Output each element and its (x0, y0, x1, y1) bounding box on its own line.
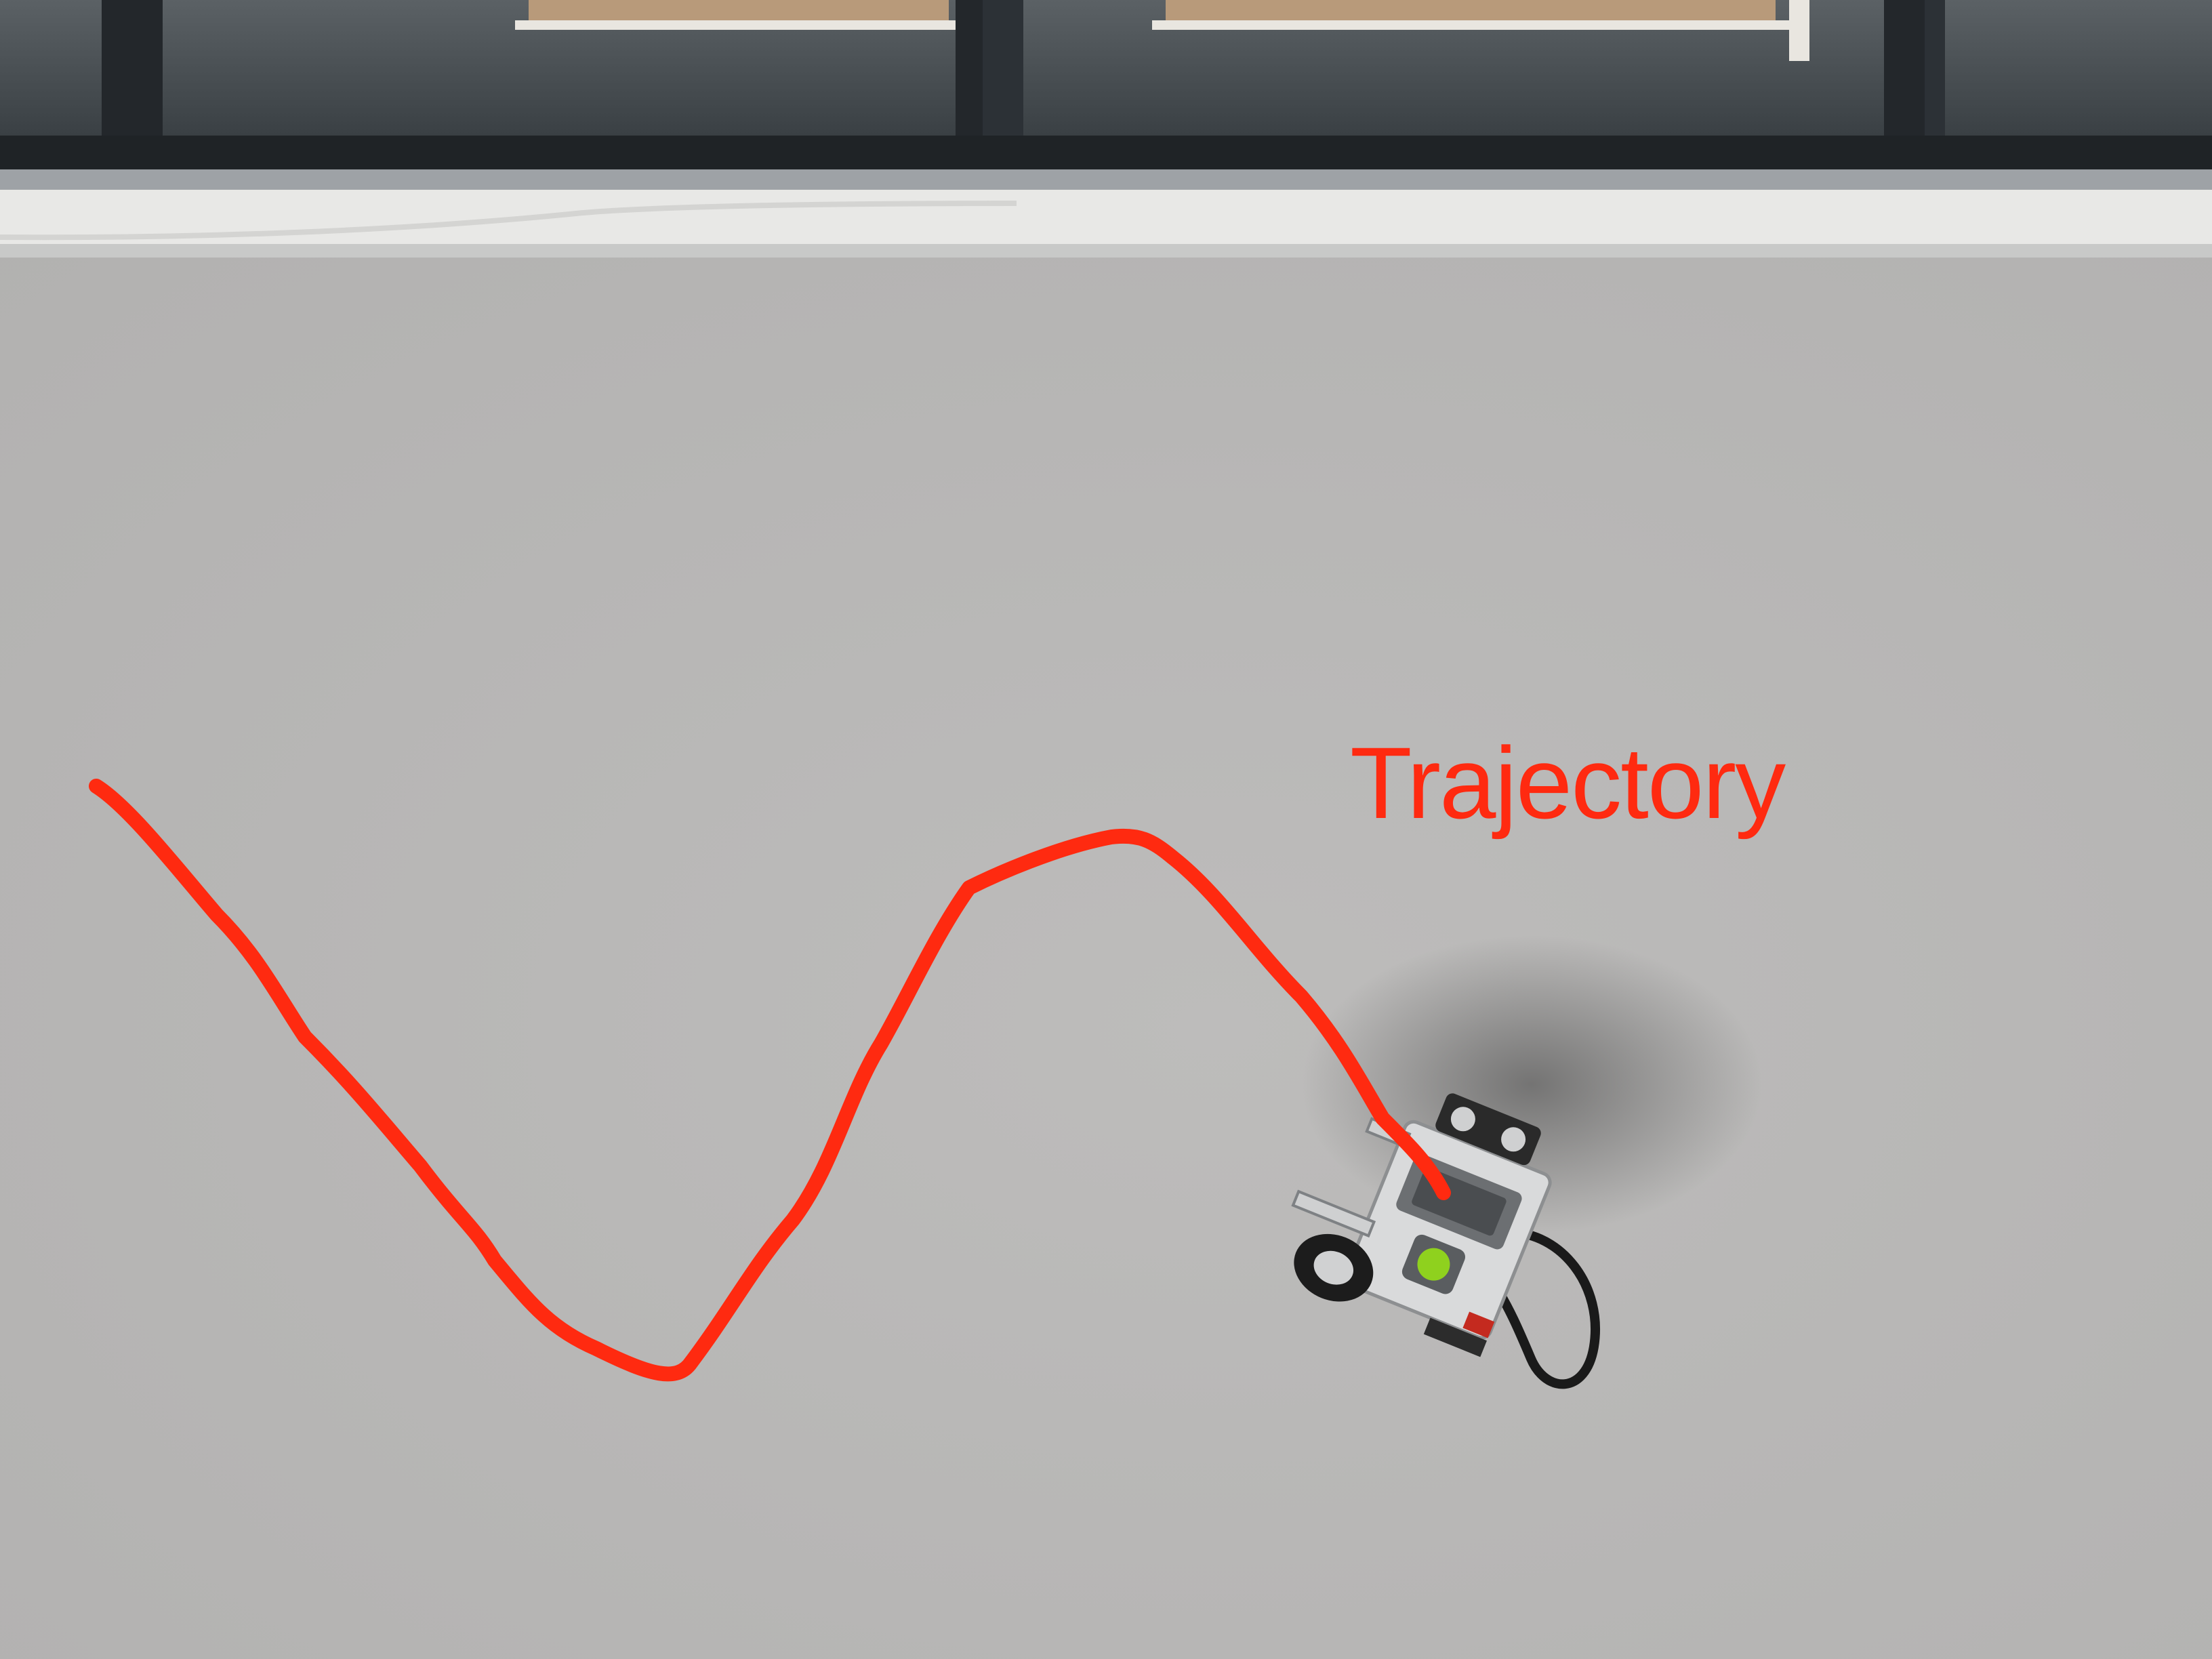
lego-robot (1291, 1093, 1600, 1389)
robot-cable (1490, 1227, 1600, 1389)
floor (0, 258, 2212, 1659)
trajectory-label: Trajectory (1350, 726, 1786, 840)
trajectory-path (89, 779, 1451, 1382)
robot-wheel (1294, 1233, 1374, 1302)
robot-status-light (1417, 1248, 1450, 1281)
window-sill (0, 169, 2212, 258)
window-wall (0, 0, 2212, 169)
